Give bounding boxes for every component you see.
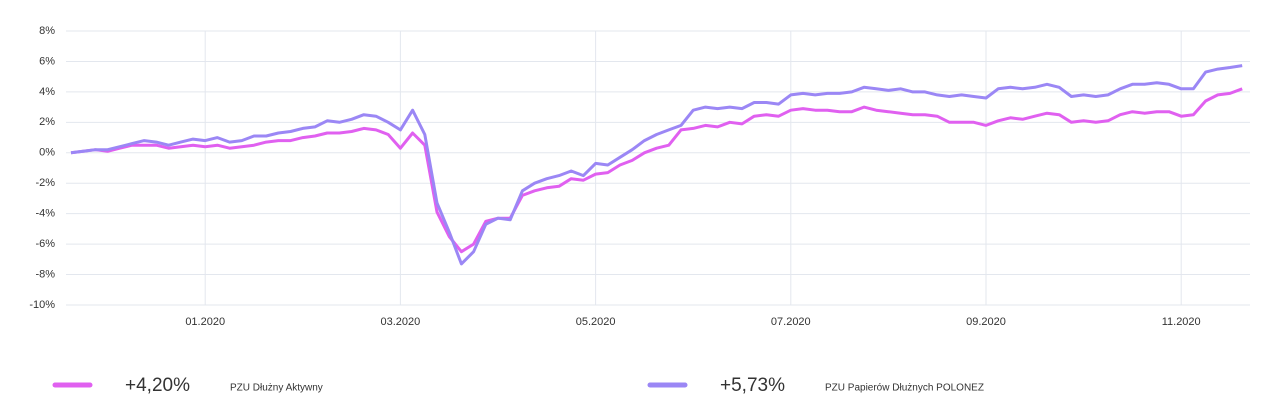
y-tick-label: 2% xyxy=(39,116,55,128)
y-tick-label: -8% xyxy=(35,268,55,280)
x-tick-label: 11.2020 xyxy=(1162,316,1201,328)
legend-label: PZU Papierów Dłużnych POLONEZ xyxy=(825,383,984,394)
y-tick-label: -4% xyxy=(35,208,55,220)
y-tick-label: 0% xyxy=(39,147,55,159)
series-line xyxy=(70,87,1243,254)
y-tick-label: 6% xyxy=(39,55,55,67)
x-tick-label: 01.2020 xyxy=(185,316,225,328)
y-tick-label: 8% xyxy=(39,25,55,37)
x-tick-label: 09.2020 xyxy=(966,316,1006,328)
y-tick-label: 4% xyxy=(39,86,55,98)
x-tick-label: 05.2020 xyxy=(576,316,616,328)
legend-return: +5,73% xyxy=(720,375,785,396)
y-tick-label: -10% xyxy=(29,299,55,311)
x-tick-label: 03.2020 xyxy=(381,316,421,328)
legend-return: +4,20% xyxy=(125,375,190,396)
x-tick-label: 07.2020 xyxy=(771,316,811,328)
series-line xyxy=(70,64,1243,266)
y-tick-label: -6% xyxy=(35,238,55,250)
legend-label: PZU Dłużny Aktywny xyxy=(230,383,323,394)
y-tick-label: -2% xyxy=(35,177,55,189)
